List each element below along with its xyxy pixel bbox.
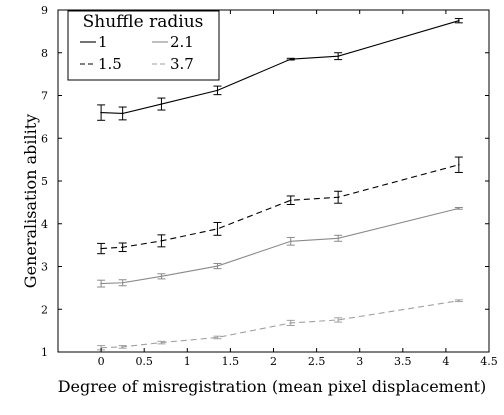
- x-tick-label: 3.5: [394, 355, 412, 368]
- data-point: [458, 19, 460, 22]
- legend-box: [67, 10, 220, 81]
- y-tick-label: 1: [41, 346, 48, 359]
- data-point: [100, 111, 102, 114]
- error-bar: [118, 279, 127, 287]
- error-bar: [118, 106, 127, 121]
- x-tick-label: 1.5: [222, 355, 240, 368]
- legend-label: 3.7: [170, 55, 194, 73]
- x-tick-label: 0.5: [135, 355, 153, 368]
- data-point: [160, 275, 163, 278]
- x-tick-label: 2: [270, 355, 277, 368]
- y-axis-label: Generalisation ability: [21, 114, 40, 288]
- y-tick-label: 4: [41, 218, 48, 231]
- data-point: [121, 112, 124, 115]
- data-point: [337, 196, 339, 199]
- error-bar: [286, 195, 295, 206]
- y-tick-label: 2: [41, 303, 48, 316]
- error-bar: [334, 234, 343, 242]
- data-point: [337, 319, 339, 321]
- error-bar: [97, 279, 106, 288]
- data-point: [289, 240, 292, 243]
- error-bar: [286, 319, 295, 326]
- data-point: [121, 246, 124, 249]
- x-tick-label: 1: [184, 355, 191, 368]
- error-bar: [213, 263, 222, 270]
- data-point: [121, 281, 124, 284]
- error-bar: [286, 236, 295, 246]
- error-bar: [334, 190, 343, 204]
- data-point: [160, 240, 163, 242]
- error-bar: [213, 85, 222, 96]
- error-bar: [213, 221, 222, 236]
- legend-label: 2.1: [170, 33, 194, 51]
- error-bar: [97, 104, 106, 121]
- x-tick-label: 2.5: [308, 355, 326, 368]
- data-point: [458, 163, 460, 166]
- error-bar: [157, 273, 166, 280]
- y-tick-label: 7: [41, 90, 48, 103]
- error-bar: [454, 18, 463, 24]
- y-tick-label: 8: [41, 47, 48, 60]
- series-3: [97, 299, 463, 351]
- x-tick-label: 4.5: [480, 355, 498, 368]
- data-point: [289, 58, 292, 60]
- error-bar: [286, 57, 295, 61]
- series-layer: [97, 18, 463, 351]
- legend-item: 3.7: [152, 55, 194, 73]
- data-point: [458, 207, 460, 210]
- series-line-1: [101, 164, 459, 250]
- data-point: [216, 265, 219, 267]
- data-point: [458, 299, 460, 302]
- series-2: [97, 207, 463, 288]
- y-tick-label: 9: [41, 4, 48, 17]
- data-point: [100, 282, 102, 285]
- data-point: [216, 89, 219, 92]
- error-bar: [157, 97, 166, 111]
- series-0: [97, 18, 463, 121]
- axes-layer: 0 0.5 1 1.5 2 2.5 3 3.5 4 4.5 1 2 3 4 5 6 7 8 9: [41, 4, 498, 368]
- data-point: [289, 199, 292, 202]
- error-bar: [118, 345, 127, 349]
- error-bar: [118, 242, 127, 253]
- series-1: [97, 156, 463, 255]
- error-bar: [157, 234, 166, 248]
- legend-item: 2.1: [152, 33, 194, 51]
- legend-label: 1.5: [98, 55, 122, 73]
- x-tick-label: 3: [356, 355, 363, 368]
- series-line-3: [101, 300, 459, 349]
- y-tick-label: 3: [41, 261, 48, 274]
- data-point: [100, 247, 102, 250]
- error-bar: [334, 52, 343, 61]
- y-tick-label: 6: [41, 132, 48, 145]
- x-axis-label: Degree of misregistration (mean pixel di…: [58, 377, 487, 396]
- legend-item: 1.5: [80, 55, 122, 73]
- legend-item: 1: [80, 33, 108, 51]
- data-point: [289, 322, 292, 324]
- legend-label: 1: [98, 33, 108, 51]
- error-bar: [334, 317, 343, 323]
- data-point: [337, 237, 339, 240]
- error-bar: [454, 299, 463, 303]
- data-point: [160, 103, 163, 105]
- legend-title: Shuffle radius: [83, 12, 204, 32]
- data-point: [121, 346, 124, 348]
- data-point: [160, 341, 163, 344]
- error-bar: [454, 156, 463, 173]
- x-tick-label: 4: [442, 355, 449, 368]
- error-bar: [454, 207, 463, 210]
- error-bar: [213, 335, 222, 340]
- series-line-2: [101, 207, 459, 285]
- error-bar: [97, 242, 106, 255]
- y-tick-label: 5: [41, 175, 48, 188]
- x-tick-label: 0: [98, 355, 105, 368]
- data-point: [216, 228, 219, 230]
- data-point: [337, 55, 339, 57]
- error-bar: [157, 340, 166, 345]
- data-point: [216, 336, 219, 339]
